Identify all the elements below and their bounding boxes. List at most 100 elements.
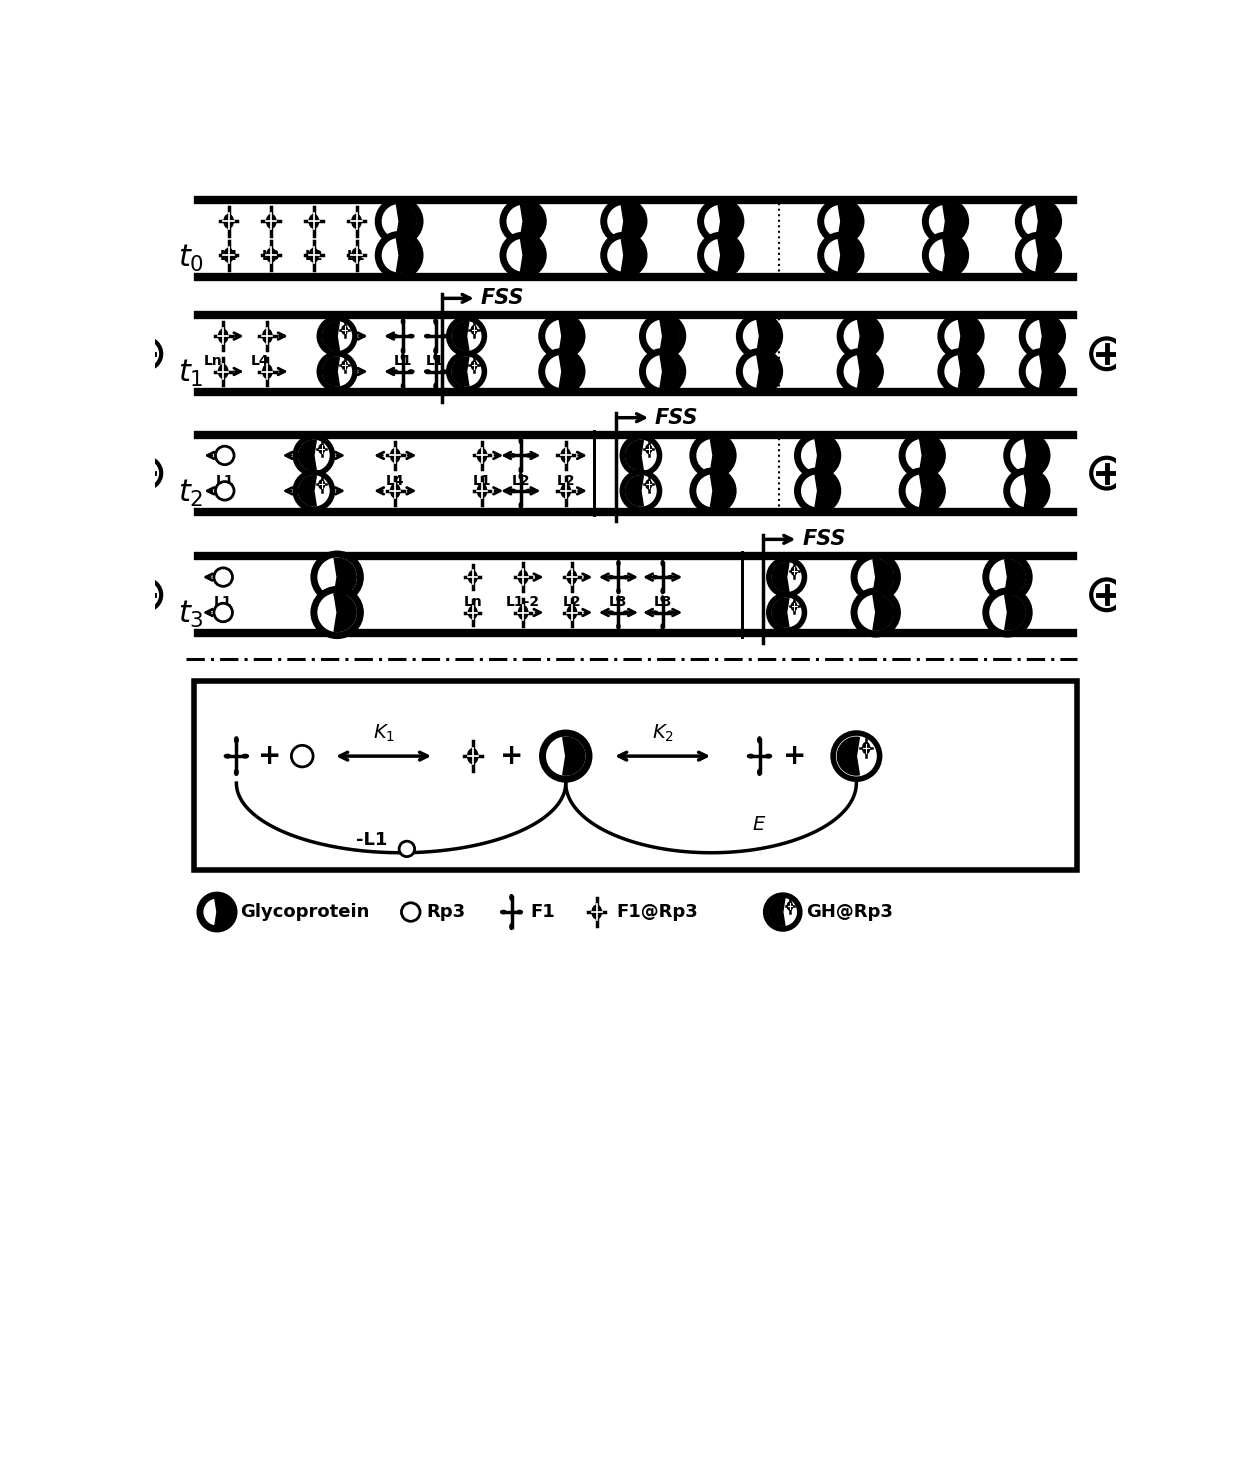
Ellipse shape <box>224 214 233 229</box>
Polygon shape <box>1024 475 1043 507</box>
Circle shape <box>986 591 1029 635</box>
Polygon shape <box>322 358 340 386</box>
Ellipse shape <box>408 369 414 374</box>
Circle shape <box>543 733 589 780</box>
Ellipse shape <box>352 248 361 262</box>
Polygon shape <box>837 737 859 776</box>
Ellipse shape <box>791 603 797 610</box>
Text: L2: L2 <box>511 474 531 488</box>
Circle shape <box>295 472 332 509</box>
Polygon shape <box>1004 595 1025 630</box>
Polygon shape <box>773 563 789 592</box>
Circle shape <box>1018 235 1059 276</box>
Circle shape <box>642 317 683 356</box>
Text: +: + <box>782 742 806 770</box>
Ellipse shape <box>765 755 771 758</box>
Polygon shape <box>334 594 356 632</box>
Circle shape <box>1091 579 1122 610</box>
Circle shape <box>291 745 312 767</box>
Text: L1: L1 <box>347 249 366 262</box>
Polygon shape <box>559 320 578 352</box>
Ellipse shape <box>434 318 438 324</box>
Polygon shape <box>1040 320 1059 352</box>
Text: L4: L4 <box>386 474 404 488</box>
Text: Ln: Ln <box>203 353 222 368</box>
Ellipse shape <box>608 611 614 614</box>
Polygon shape <box>815 438 835 472</box>
Circle shape <box>320 318 355 353</box>
Circle shape <box>841 352 880 391</box>
Ellipse shape <box>661 588 665 594</box>
Ellipse shape <box>242 755 248 758</box>
Ellipse shape <box>567 570 577 583</box>
Text: L2: L2 <box>305 249 324 262</box>
Circle shape <box>941 317 981 356</box>
Text: F1: F1 <box>531 903 556 921</box>
Circle shape <box>766 896 800 929</box>
Ellipse shape <box>402 383 404 388</box>
Circle shape <box>542 352 582 391</box>
Circle shape <box>642 352 683 391</box>
Ellipse shape <box>624 611 629 614</box>
Circle shape <box>769 595 805 630</box>
Circle shape <box>213 567 233 586</box>
Polygon shape <box>521 205 539 237</box>
Circle shape <box>797 471 838 510</box>
Ellipse shape <box>434 355 438 359</box>
Polygon shape <box>1035 239 1055 271</box>
Circle shape <box>402 903 420 921</box>
Circle shape <box>986 556 1029 598</box>
Circle shape <box>378 235 420 276</box>
Ellipse shape <box>263 330 272 343</box>
Polygon shape <box>815 475 835 507</box>
Polygon shape <box>451 321 469 350</box>
Polygon shape <box>521 239 539 271</box>
Ellipse shape <box>510 490 516 493</box>
Ellipse shape <box>218 330 228 343</box>
Ellipse shape <box>471 325 477 334</box>
Ellipse shape <box>560 484 570 497</box>
Circle shape <box>903 435 942 475</box>
FancyBboxPatch shape <box>193 682 1078 869</box>
Ellipse shape <box>469 570 477 583</box>
Polygon shape <box>756 320 776 352</box>
Polygon shape <box>959 355 977 388</box>
Ellipse shape <box>624 576 629 579</box>
Ellipse shape <box>520 468 522 474</box>
Ellipse shape <box>758 737 761 743</box>
Ellipse shape <box>791 567 797 575</box>
Ellipse shape <box>471 361 477 369</box>
Text: L4: L4 <box>777 595 796 610</box>
Ellipse shape <box>391 449 401 462</box>
Polygon shape <box>559 355 578 388</box>
Text: $t_2$: $t_2$ <box>179 478 203 509</box>
Polygon shape <box>838 239 857 271</box>
Ellipse shape <box>560 449 570 462</box>
Text: L4: L4 <box>250 353 269 368</box>
Circle shape <box>604 201 644 242</box>
Circle shape <box>213 604 233 622</box>
Ellipse shape <box>661 560 665 566</box>
Polygon shape <box>1004 560 1025 595</box>
Polygon shape <box>451 358 469 386</box>
Ellipse shape <box>267 214 277 229</box>
Ellipse shape <box>501 910 506 913</box>
Text: $E$: $E$ <box>753 815 766 834</box>
Circle shape <box>1007 471 1047 510</box>
Polygon shape <box>397 204 417 239</box>
Text: L4: L4 <box>219 249 238 262</box>
Text: Ln: Ln <box>305 474 324 488</box>
Circle shape <box>833 733 879 780</box>
Ellipse shape <box>618 597 620 601</box>
Polygon shape <box>959 320 977 352</box>
Polygon shape <box>711 438 729 472</box>
Circle shape <box>399 841 414 856</box>
Ellipse shape <box>618 560 620 566</box>
Polygon shape <box>718 239 738 271</box>
Text: GH@Rp3: GH@Rp3 <box>806 903 893 921</box>
Circle shape <box>701 235 742 276</box>
Ellipse shape <box>319 479 325 488</box>
Circle shape <box>701 201 742 242</box>
Circle shape <box>693 471 733 510</box>
Ellipse shape <box>352 214 361 229</box>
